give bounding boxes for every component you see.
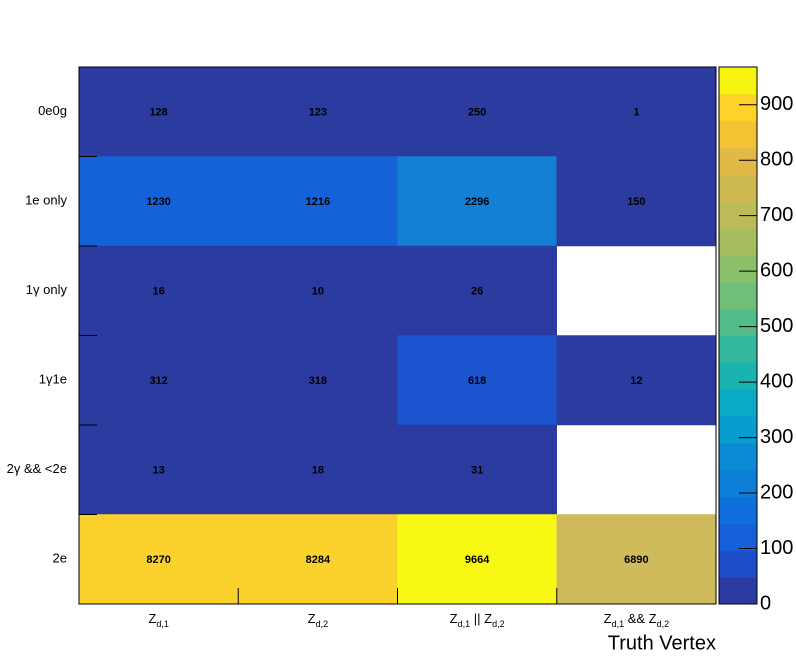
cell-label: 26 <box>471 286 483 298</box>
color-band <box>719 362 757 390</box>
heatmap-cell <box>78 156 239 247</box>
heatmap-cell <box>556 514 717 605</box>
cell-label: 250 <box>468 107 486 119</box>
heatmap-cell <box>556 156 717 247</box>
x-label-text: Z <box>450 611 458 626</box>
heatmap-cell <box>238 156 398 247</box>
cell-label: 1 <box>633 107 639 119</box>
x-axis-title: Truth Vertex <box>608 632 716 654</box>
color-band <box>719 174 757 202</box>
cell-label: 128 <box>149 107 167 119</box>
color-band <box>719 120 757 149</box>
cell-label: 16 <box>153 286 165 298</box>
x-label-text: Z <box>148 611 156 626</box>
color-band <box>719 389 757 417</box>
color-band <box>719 416 757 444</box>
cell-label: 312 <box>149 375 167 387</box>
colorbar-tick-label: 500 <box>760 315 793 337</box>
heatmap-cell <box>78 335 239 426</box>
x-label-text: && Z <box>624 611 657 626</box>
heatmap-cell <box>238 245 398 336</box>
y-tick-label: 2γ && <2e <box>7 461 67 476</box>
x-tick-label: Zd,1 && Zd,2 <box>604 611 670 629</box>
color-band <box>719 93 757 122</box>
cell-label: 18 <box>312 465 324 477</box>
color-band <box>719 228 757 256</box>
cell-label: 318 <box>309 375 327 387</box>
heatmap-cell <box>78 514 239 605</box>
cell-label: 150 <box>627 196 645 208</box>
heatmap-cell <box>556 66 717 157</box>
x-label-subscript: d,2 <box>492 619 505 629</box>
color-band <box>719 254 757 283</box>
colorbar-tick-label: 800 <box>760 148 793 170</box>
color-band <box>719 308 757 336</box>
colorbar-tick-label: 100 <box>760 537 793 559</box>
x-label-subscript: d,1 <box>612 619 625 629</box>
heatmap-cell <box>397 424 557 515</box>
cell-label: 12 <box>630 375 642 387</box>
x-label-subscript: d,2 <box>316 619 329 629</box>
y-tick-label: 1e only <box>25 193 67 208</box>
colorbar-tick-label: 900 <box>760 93 793 115</box>
cell-label: 10 <box>312 286 324 298</box>
color-band <box>719 469 757 498</box>
x-label-subscript: d,2 <box>657 619 670 629</box>
color-band <box>719 577 757 605</box>
color-band <box>719 496 757 524</box>
color-band <box>719 523 757 551</box>
cell-label: 2296 <box>465 196 489 208</box>
colorbar-tick-label: 600 <box>760 259 793 281</box>
y-tick-label: 2e <box>53 551 67 566</box>
colorbar-tick-label: 300 <box>760 426 793 448</box>
cell-label: 8270 <box>146 554 170 566</box>
cell-label: 123 <box>309 107 327 119</box>
colorbar-tick-label: 200 <box>760 481 793 503</box>
color-band <box>719 147 757 175</box>
x-label-text: || Z <box>470 611 492 626</box>
color-band <box>719 67 757 95</box>
colorbar-frame <box>718 66 758 605</box>
colorbar-tick-label: 700 <box>760 204 793 226</box>
heatmap-cell <box>397 156 557 247</box>
x-tick-label: Zd,2 <box>308 611 328 629</box>
cell-label: 1216 <box>306 196 330 208</box>
heatmap-cell <box>397 335 557 426</box>
colorbar-tick-label: 0 <box>760 592 771 614</box>
heatmap-cell <box>556 335 717 426</box>
x-label-text: Z <box>604 611 612 626</box>
color-band <box>719 335 757 363</box>
cell-label: 6890 <box>624 554 648 566</box>
x-tick-label: Zd,1 || Zd,2 <box>450 611 505 629</box>
x-tick-label: Zd,1 <box>148 611 168 629</box>
heatmap-cell <box>397 245 557 336</box>
heatmap-cell <box>238 424 398 515</box>
color-band <box>719 281 757 310</box>
cell-label: 1230 <box>146 196 170 208</box>
heatmap-cell <box>397 514 557 605</box>
x-label-text: Z <box>308 611 316 626</box>
heatmap-cell <box>78 66 239 157</box>
heatmap-cell <box>238 514 398 605</box>
color-band <box>719 442 757 471</box>
y-tick-label: 1γ only <box>26 282 68 297</box>
x-label-subscript: d,1 <box>156 619 169 629</box>
heatmap-cell <box>238 335 398 426</box>
cell-label: 31 <box>471 465 483 477</box>
cell-label: 8284 <box>306 554 331 566</box>
cell-label: 618 <box>468 375 486 387</box>
y-tick-label: 1γ1e <box>39 372 67 387</box>
color-band <box>719 201 757 229</box>
color-band <box>719 550 757 578</box>
cell-label: 13 <box>153 465 165 477</box>
colorbar-tick-label: 400 <box>760 370 793 392</box>
cell-label: 9664 <box>465 554 490 566</box>
heatmap-cell <box>238 66 398 157</box>
y-tick-label: 0e0g <box>38 103 67 118</box>
x-label-subscript: d,1 <box>458 619 471 629</box>
